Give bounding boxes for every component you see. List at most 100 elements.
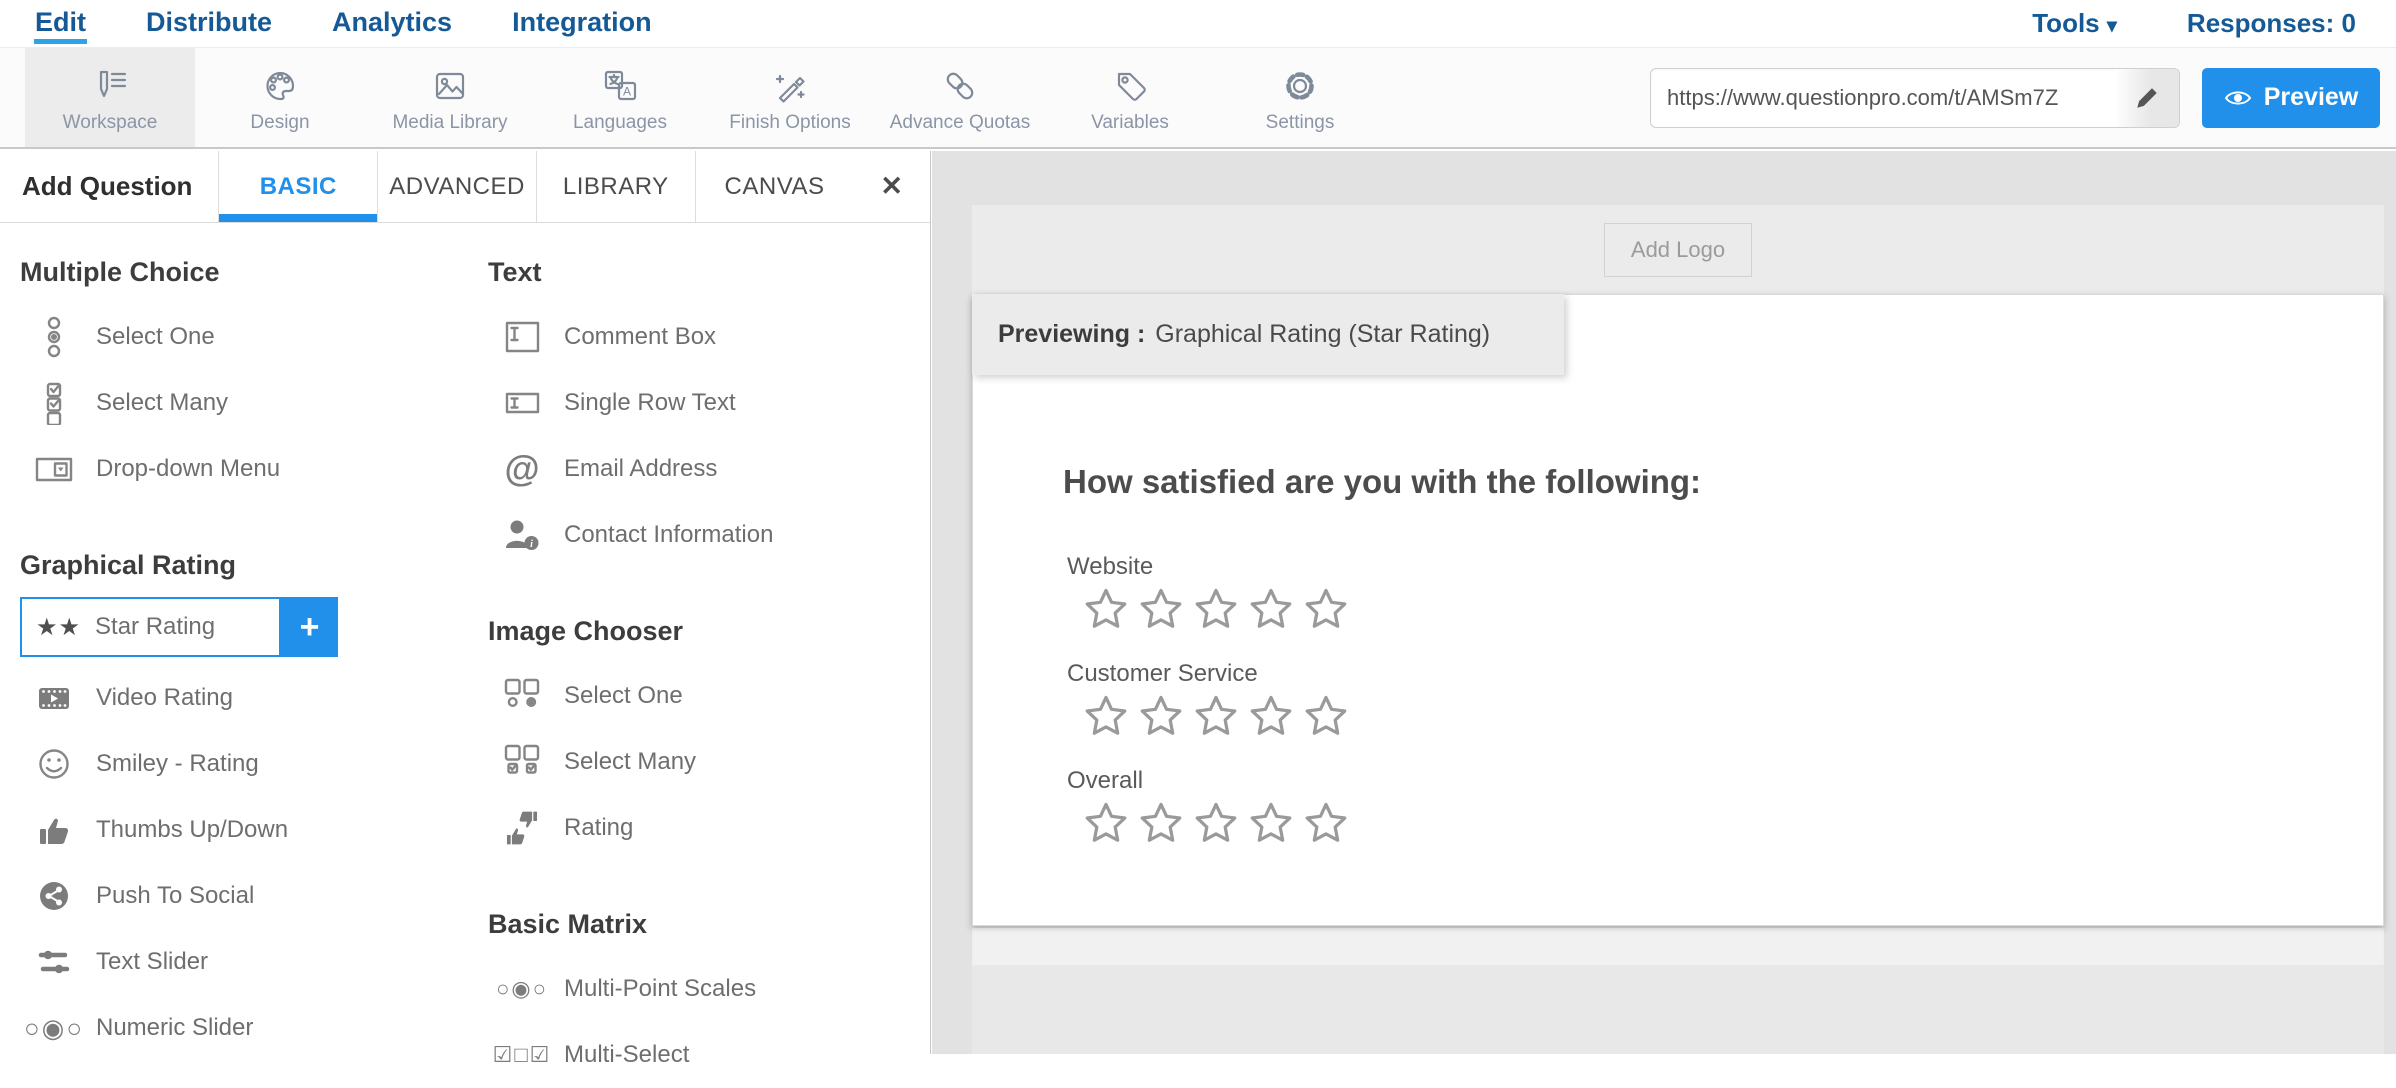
star-icon[interactable] (1303, 801, 1349, 845)
smiley-icon (28, 738, 80, 790)
star-icon[interactable] (1083, 694, 1129, 738)
share-icon (28, 870, 80, 922)
question-type-drop-down-menu[interactable]: Drop-down Menu (20, 436, 470, 502)
star-rating-input[interactable] (1083, 801, 1349, 845)
survey-url-input[interactable] (1651, 69, 2115, 127)
svg-text:A: A (623, 84, 631, 98)
star-rating-input[interactable] (1083, 694, 1349, 738)
star-icon[interactable] (1193, 801, 1239, 845)
tools-label: Tools (2032, 8, 2099, 38)
image-checkbox-icon (496, 736, 548, 788)
toolbar-item-advance-quotas[interactable]: Advance Quotas (875, 48, 1045, 147)
survey-preview-area: Add Logo Previewing : Graphical Rating (… (932, 151, 2396, 1054)
toolbar-label: Workspace (63, 112, 158, 134)
close-panel-button[interactable]: ✕ (853, 151, 930, 222)
caret-down-icon: ▾ (2107, 15, 2117, 37)
question-type-comment-box[interactable]: Comment Box (488, 304, 918, 370)
star-icon[interactable] (1248, 694, 1294, 738)
question-type-select-one[interactable]: Select One (20, 304, 470, 370)
thumbs-up-icon (28, 804, 80, 856)
tag-icon (1108, 62, 1152, 110)
contact-person-icon: i (496, 509, 548, 561)
image-icon (428, 62, 472, 110)
preview-label: Preview (2264, 83, 2359, 112)
panel-title: Add Question (0, 151, 218, 222)
star-icon[interactable] (1303, 587, 1349, 631)
below-card-gap (972, 928, 2384, 965)
nav-item-edit[interactable]: Edit (34, 3, 87, 44)
star-icon[interactable] (1138, 694, 1184, 738)
tab-library[interactable]: LIBRARY (536, 151, 695, 222)
preview-card: Previewing : Graphical Rating (Star Rati… (972, 294, 2384, 926)
question-type-numeric-slider[interactable]: ○◉○ Numeric Slider (20, 995, 470, 1061)
toolbar-item-languages[interactable]: A Languages (535, 48, 705, 147)
svg-text:i: i (530, 539, 533, 550)
question-type-star-rating[interactable]: ★★ Star Rating (20, 597, 281, 657)
magic-wand-icon (768, 62, 812, 110)
edit-url-button[interactable] (2115, 69, 2179, 127)
question-type-select-many[interactable]: Select Many (20, 370, 470, 436)
toolbar-item-workspace[interactable]: Workspace (25, 48, 195, 147)
previewing-value: Graphical Rating (Star Rating) (1155, 320, 1490, 349)
thumbs-rating-icon (496, 802, 548, 854)
question-type-single-row-text[interactable]: Single Row Text (488, 370, 918, 436)
sliders-icon (28, 936, 80, 988)
question-type-contact-information[interactable]: i Contact Information (488, 502, 918, 568)
dropdown-icon (28, 443, 80, 495)
rating-rows: Website Customer Service (1067, 553, 1349, 874)
logo-strip: Add Logo (972, 205, 2384, 294)
question-type-image-select-many[interactable]: Select Many (488, 729, 918, 795)
star-icon[interactable] (1248, 801, 1294, 845)
nav-item-integration[interactable]: Integration (511, 3, 653, 44)
comment-box-icon (496, 311, 548, 363)
question-type-smiley-rating[interactable]: Smiley - Rating (20, 731, 470, 797)
add-question-plus-button[interactable]: + (281, 597, 338, 657)
section-heading-text: Text (488, 257, 918, 288)
tab-canvas[interactable]: CANVAS (695, 151, 854, 222)
question-type-multi-point-scales[interactable]: ○◉○ Multi-Point Scales (488, 956, 918, 1022)
nav-item-analytics[interactable]: Analytics (331, 3, 453, 44)
question-type-multi-select[interactable]: ☑□☑ Multi-Select (488, 1022, 918, 1088)
star-icon[interactable] (1138, 801, 1184, 845)
panel-tab-bar: Add Question BASIC ADVANCED LIBRARY CANV… (0, 151, 930, 223)
responses-count[interactable]: Responses: 0 (2187, 8, 2356, 39)
star-icon[interactable] (1083, 587, 1129, 631)
close-icon: ✕ (880, 171, 903, 202)
star-icon[interactable] (1138, 587, 1184, 631)
survey-url-box (1650, 68, 2180, 128)
toolbar-item-media-library[interactable]: Media Library (365, 48, 535, 147)
question-type-push-to-social[interactable]: Push To Social (20, 863, 470, 929)
tab-advanced[interactable]: ADVANCED (377, 151, 536, 222)
toolbar-label: Design (250, 112, 309, 134)
previewing-banner: Previewing : Graphical Rating (Star Rati… (972, 294, 1564, 375)
star-icon[interactable] (1193, 694, 1239, 738)
tools-menu[interactable]: Tools ▾ (2032, 8, 2117, 39)
plus-icon: + (300, 608, 320, 647)
star-icon[interactable] (1248, 587, 1294, 631)
toolbar-item-settings[interactable]: Settings (1215, 48, 1385, 147)
question-type-image-rating[interactable]: Rating (488, 795, 918, 861)
star-rating-input[interactable] (1083, 587, 1349, 631)
question-type-email-address[interactable]: @ Email Address (488, 436, 918, 502)
preview-button[interactable]: Preview (2202, 68, 2380, 128)
question-type-text-slider[interactable]: Text Slider (20, 929, 470, 995)
star-icon[interactable] (1083, 801, 1129, 845)
question-type-video-rating[interactable]: Video Rating (20, 665, 470, 731)
tab-basic[interactable]: BASIC (218, 151, 377, 222)
add-logo-button[interactable]: Add Logo (1604, 223, 1752, 277)
section-heading-image-chooser: Image Chooser (488, 616, 918, 647)
toolbar-item-finish-options[interactable]: Finish Options (705, 48, 875, 147)
question-type-image-select-one[interactable]: Select One (488, 663, 918, 729)
survey-toolbar: Workspace Design Media Library A Lan (0, 48, 2396, 149)
toolbar-label: Variables (1091, 112, 1169, 134)
add-question-panel: Add Question BASIC ADVANCED LIBRARY CANV… (0, 151, 931, 1054)
image-radio-icon (496, 670, 548, 722)
palette-icon (258, 62, 302, 110)
toolbar-item-design[interactable]: Design (195, 48, 365, 147)
row-label: Overall (1067, 767, 1349, 795)
star-icon[interactable] (1303, 694, 1349, 738)
question-type-thumbs-up-down[interactable]: Thumbs Up/Down (20, 797, 470, 863)
star-icon[interactable] (1193, 587, 1239, 631)
nav-item-distribute[interactable]: Distribute (145, 3, 273, 44)
toolbar-item-variables[interactable]: Variables (1045, 48, 1215, 147)
